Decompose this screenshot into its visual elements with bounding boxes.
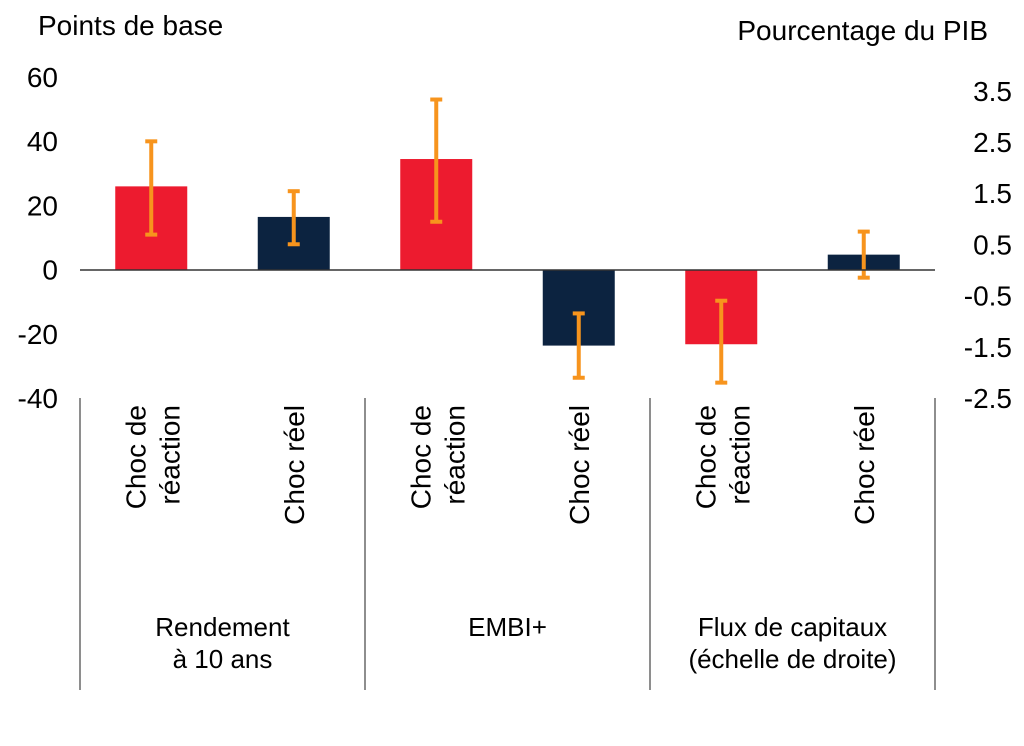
y-left-tick-label: 0 [42,255,58,286]
y-left-tick-label: -20 [18,319,58,350]
category-label-line: réaction [154,405,185,505]
y-left-tick-label: -40 [18,383,58,414]
category-label-line: Choc de [120,405,151,509]
y-left-tick-label: 60 [27,62,58,93]
group-label-line: Flux de capitaux [698,612,887,642]
category-label-line: Choc réel [849,405,880,525]
y-left-tick-label: 20 [27,190,58,221]
category-label: Choc de réaction [120,405,185,509]
group-label: EMBI+ [468,612,547,642]
y-right-tick-label: -1.5 [964,332,1012,363]
category-label: Choc réel [564,405,595,525]
group-label-line: Rendement [155,612,290,642]
y-right-tick-label: 0.5 [973,229,1012,260]
y-left-tick-label: 40 [27,126,58,157]
category-label-line: Choc de [405,405,436,509]
group-label: Rendement à 10 ans [155,612,290,674]
y-right-tick-label: 2.5 [973,127,1012,158]
category-label: Choc réel [279,405,310,525]
y-right-tick-label: -2.5 [964,383,1012,414]
group-label-line: EMBI+ [468,612,547,642]
y-right-tick-label: -0.5 [964,281,1012,312]
group-label-line: à 10 ans [173,644,273,674]
category-label: Choc de réaction [405,405,470,509]
category-label-line: réaction [724,405,755,505]
y-axis-right-title: Pourcentage du PIB [737,15,988,46]
category-label-line: réaction [439,405,470,505]
category-label: Choc réel [849,405,880,525]
category-label: Choc de réaction [690,405,755,509]
y-right-tick-label: 3.5 [973,76,1012,107]
group-label-line: (échelle de droite) [688,644,896,674]
group-label: Flux de capitaux (échelle de droite) [688,612,896,674]
y-right-tick-label: 1.5 [973,178,1012,209]
y-axis-left-title: Points de base [38,10,223,41]
category-label-line: Choc de [690,405,721,509]
category-label-line: Choc réel [279,405,310,525]
category-label-line: Choc réel [564,405,595,525]
